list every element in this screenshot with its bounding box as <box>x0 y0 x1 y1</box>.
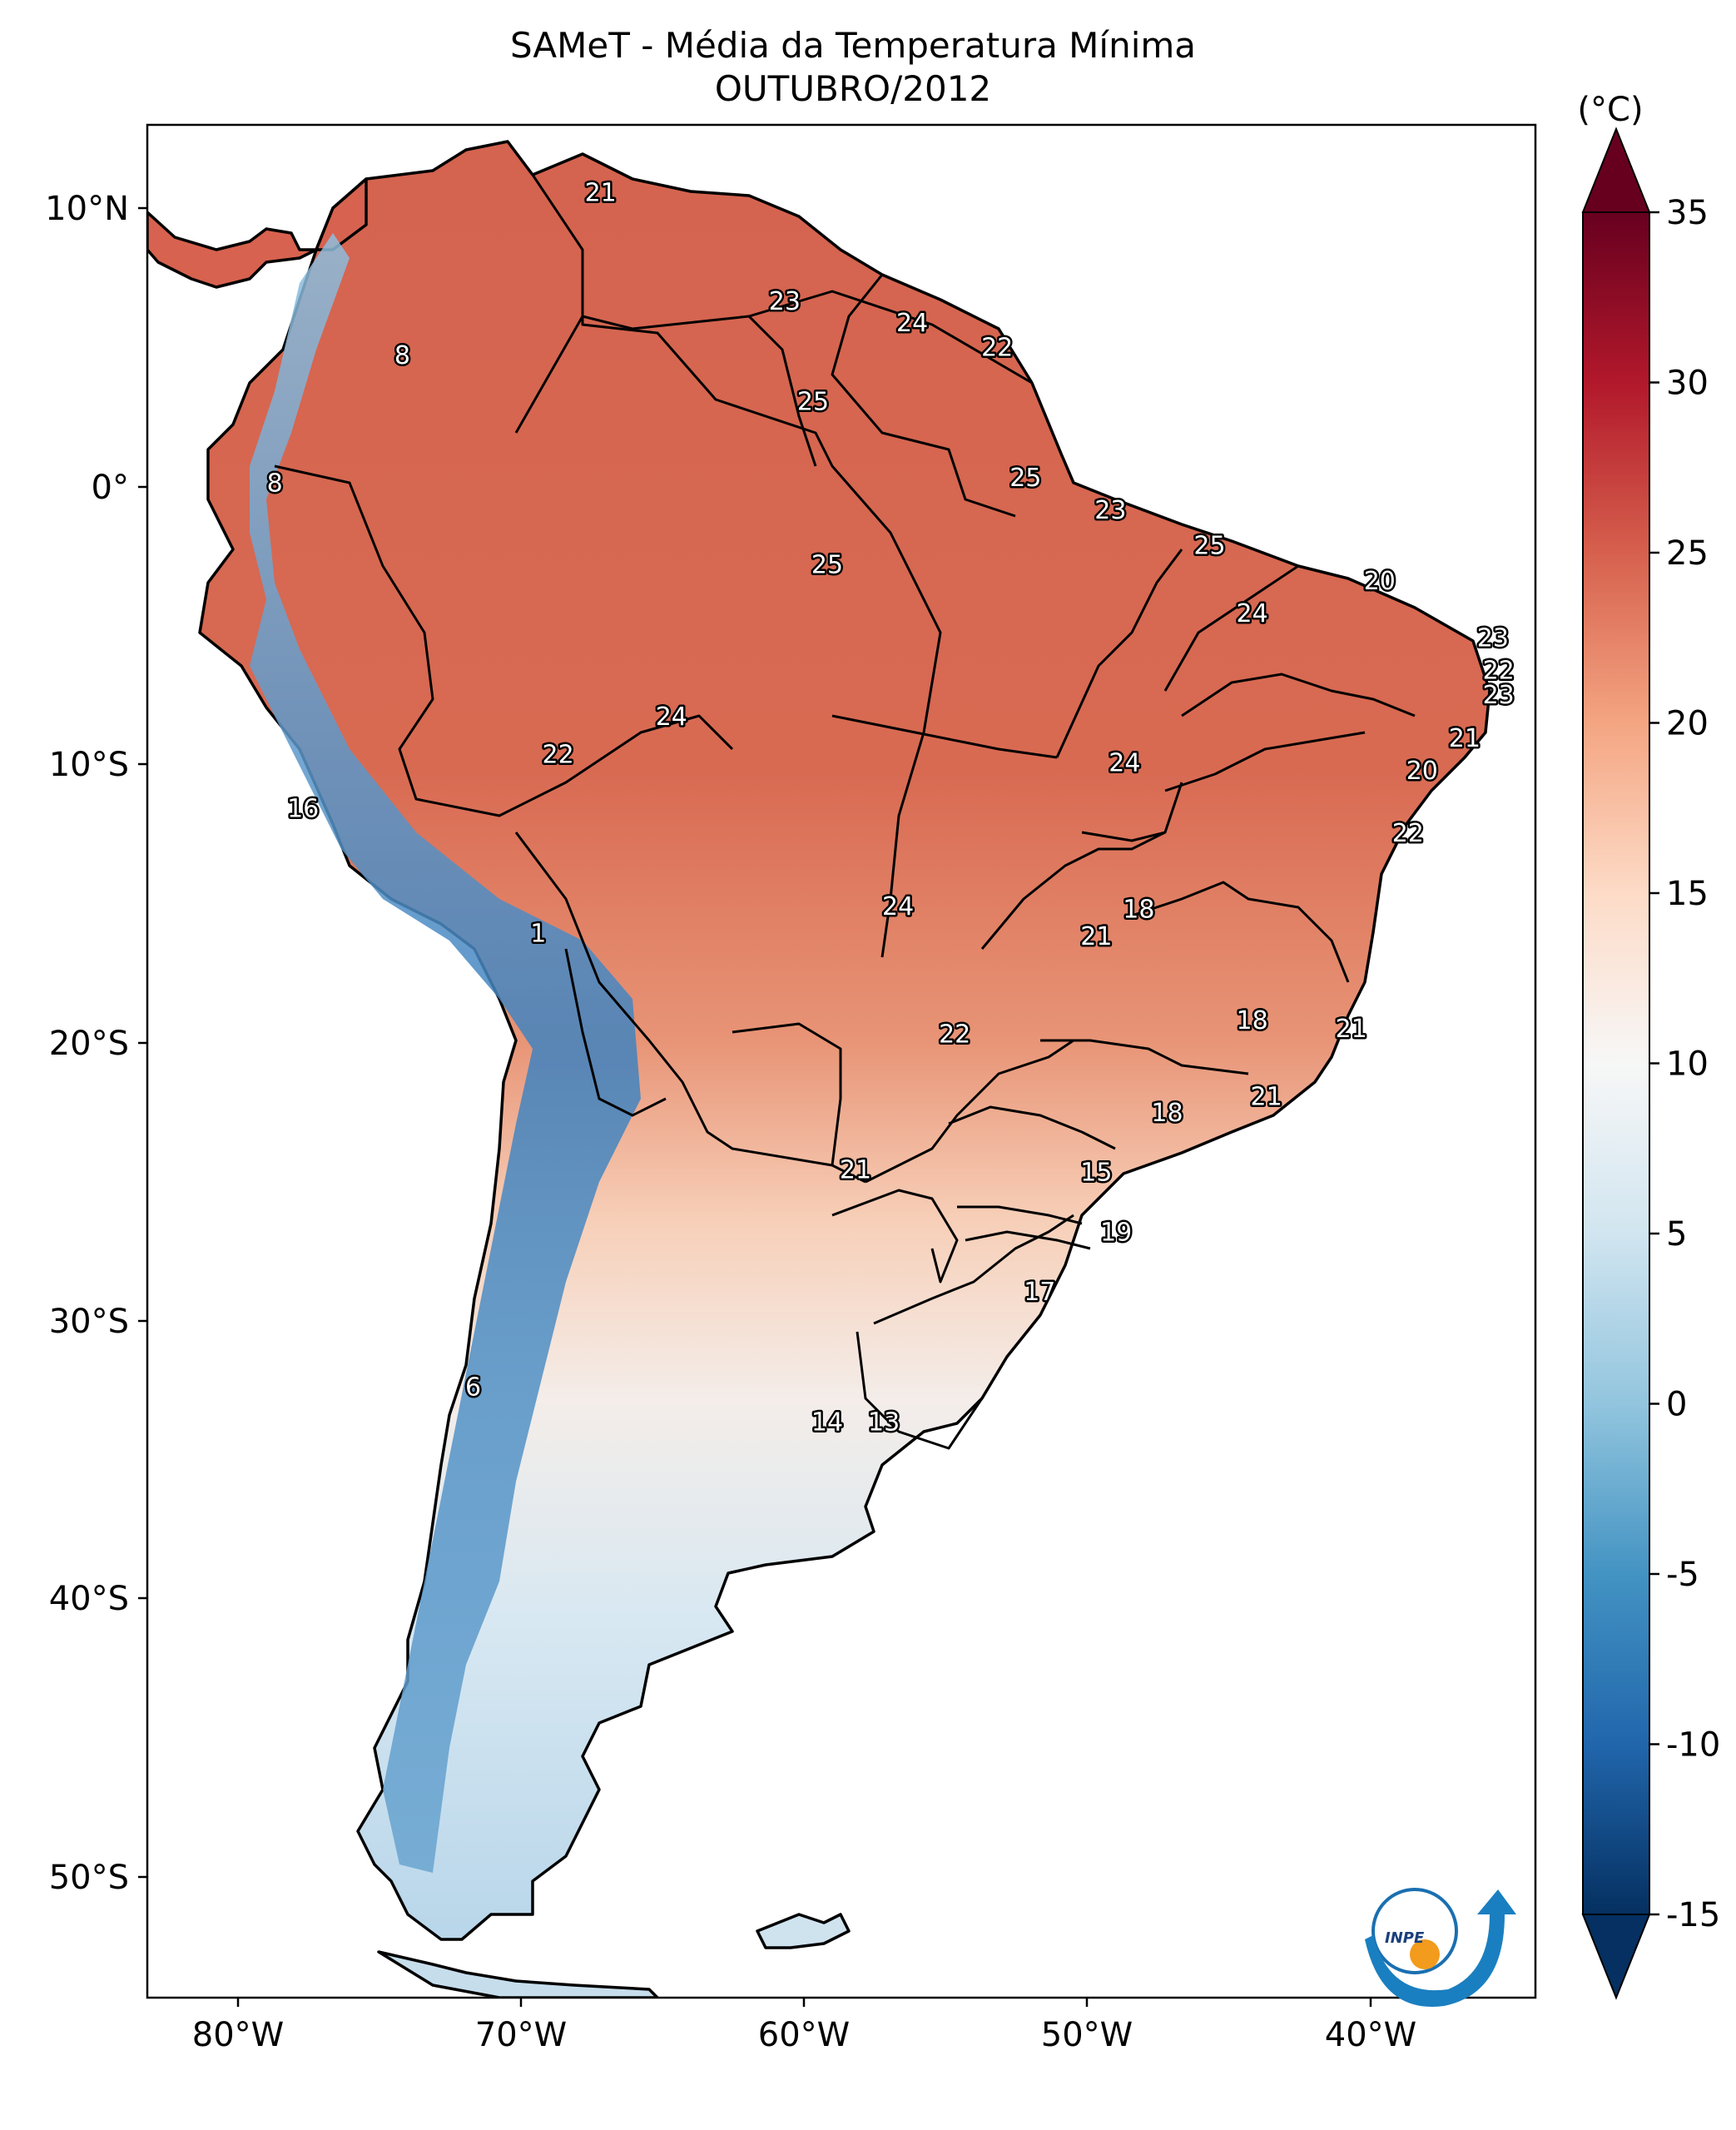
colorbar-tick-label: 20 <box>1666 705 1709 743</box>
map-value-label: 13 <box>868 1408 900 1437</box>
map-value-label: 24 <box>656 703 687 732</box>
colorbar-lower-extend <box>1581 1914 1651 2000</box>
map-title: SAMeT - Média da Temperatura Mínima <box>509 25 1197 66</box>
map-value-label: 22 <box>1483 656 1515 685</box>
y-tick-label: 30°S <box>49 1303 129 1341</box>
map-value-label: 16 <box>287 795 319 824</box>
map-value-label: 21 <box>1080 922 1112 951</box>
map-value-label: 20 <box>1364 567 1396 596</box>
colorbar: (°C) 35 30 25 20 15 10 5 0 -5 -10 -15 <box>1577 91 1720 2000</box>
map-value-label: 23 <box>1094 496 1126 525</box>
colorbar-tick-label: 15 <box>1666 875 1709 913</box>
map-value-label: 21 <box>1336 1015 1367 1044</box>
colorbar-tick-label: -15 <box>1666 1896 1720 1934</box>
map-value-label: 22 <box>1392 819 1424 848</box>
colorbar-tick-label: -5 <box>1666 1556 1699 1594</box>
y-tick-label: 10°N <box>45 190 129 228</box>
inpe-logo-text: INPE <box>1385 1929 1425 1947</box>
political-borders <box>274 174 1416 1450</box>
map-value-label: 24 <box>1237 599 1268 628</box>
tierra-del-fuego <box>377 1950 659 1998</box>
colorbar-unit-label: (°C) <box>1577 91 1643 129</box>
map-value-label: 23 <box>769 287 801 316</box>
map-value-label: 21 <box>585 179 617 208</box>
colorbar-tick-label: 5 <box>1666 1215 1687 1254</box>
colorbar-tick-label: 30 <box>1666 365 1709 403</box>
map-value-label: 25 <box>811 550 843 579</box>
map-value-label: 22 <box>543 741 574 770</box>
map-value-label: 18 <box>1151 1099 1183 1128</box>
y-tick-label: 10°S <box>49 746 129 784</box>
map-value-label: 15 <box>1080 1159 1112 1188</box>
map-value-label: 14 <box>811 1408 843 1437</box>
map-value-label: 20 <box>1406 757 1438 786</box>
map-value-label: 1 <box>530 920 546 949</box>
map-value-label: 22 <box>939 1020 970 1049</box>
colorbar-tick-label: 10 <box>1666 1045 1709 1084</box>
central-america-land <box>147 177 368 289</box>
x-tick-label: 80°W <box>192 2016 284 2054</box>
map-value-label: 24 <box>882 892 914 921</box>
map-value-label: 24 <box>1109 748 1140 777</box>
map-area <box>147 140 1491 1998</box>
colorbar-tick-label: -10 <box>1666 1726 1720 1765</box>
y-tick-labels: 10°N 0° 10°S 20°S 30°S 40°S 50°S <box>45 190 129 1897</box>
x-tick-label: 40°W <box>1325 2016 1416 2054</box>
map-value-label: 25 <box>1009 464 1041 493</box>
map-value-label: 8 <box>394 341 410 370</box>
map-value-label: 24 <box>896 309 928 338</box>
axis-ticks <box>138 206 1372 2007</box>
x-tick-labels: 80°W 70°W 60°W 50°W 40°W <box>192 2016 1416 2054</box>
x-tick-label: 70°W <box>475 2016 567 2054</box>
map-value-label: 25 <box>797 388 829 417</box>
y-tick-label: 20°S <box>49 1025 129 1063</box>
colorbar-bar <box>1582 211 1650 1915</box>
map-value-label: 23 <box>1483 681 1515 710</box>
map-value-label: 19 <box>1100 1218 1132 1247</box>
falkland-islands <box>756 1913 851 1949</box>
map-value-label: 21 <box>1449 724 1481 753</box>
map-value-label: 18 <box>1237 1006 1268 1035</box>
colorbar-upper-extend <box>1581 127 1651 213</box>
map-value-label: 8 <box>267 469 283 498</box>
map-value-label: 22 <box>981 333 1013 362</box>
map-value-label: 17 <box>1024 1278 1055 1307</box>
map-value-label: 6 <box>465 1373 481 1402</box>
map-value-label: 21 <box>840 1155 871 1184</box>
colorbar-tick-label: 35 <box>1666 194 1709 232</box>
inpe-logo: INPE <box>1365 1888 1516 2007</box>
colorbar-tick-label: 25 <box>1666 534 1709 573</box>
x-tick-label: 60°W <box>758 2016 850 2054</box>
map-subtitle: OUTUBRO/2012 <box>714 68 992 109</box>
map-value-label: 25 <box>1193 531 1225 560</box>
andes-cold-band <box>250 233 641 1873</box>
map-value-label: 21 <box>1251 1082 1282 1111</box>
map-value-label: 18 <box>1123 895 1154 924</box>
map-value-label: 23 <box>1477 623 1509 653</box>
y-tick-label: 40°S <box>49 1580 129 1618</box>
colorbar-ticks: 35 30 25 20 15 10 5 0 -5 -10 -15 <box>1649 194 1720 1934</box>
y-tick-label: 0° <box>92 469 129 507</box>
y-tick-label: 50°S <box>49 1859 129 1897</box>
x-tick-label: 50°W <box>1041 2016 1133 2054</box>
colorbar-tick-label: 0 <box>1666 1386 1687 1424</box>
